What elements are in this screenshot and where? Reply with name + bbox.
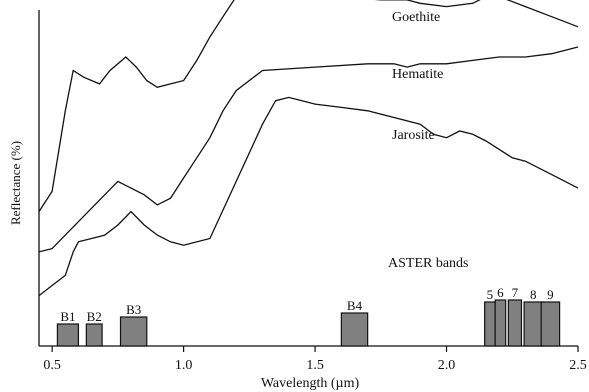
- goethite-label: Goethite: [392, 10, 440, 25]
- band-b2: [85, 323, 103, 347]
- band-9: [540, 301, 561, 347]
- aster-bands: B1 B2 B3 B4 5 6 7 8 9: [56, 285, 561, 347]
- band-b3: [119, 316, 148, 347]
- band-label-8: 8: [530, 287, 537, 302]
- x-tick-label-2: 1.5: [306, 358, 324, 373]
- band-label-b2: B2: [87, 309, 102, 324]
- x-tick-label-4: 2.5: [569, 358, 587, 373]
- band-7: [507, 299, 523, 347]
- goethite-curve: [38, 0, 579, 212]
- curves: [38, 0, 579, 297]
- band-6: [494, 299, 507, 347]
- band-label-5: 5: [487, 287, 494, 302]
- x-ticks: 0.5 1.0 1.5 2.0 2.5: [43, 346, 587, 373]
- x-tick-label-3: 2.0: [438, 358, 456, 373]
- band-label-7: 7: [512, 285, 519, 300]
- hematite-curve: [38, 46, 579, 253]
- hematite-label: Hematite: [392, 67, 443, 82]
- band-5: [484, 301, 496, 347]
- band-label-b4: B4: [347, 298, 363, 313]
- band-b4: [340, 312, 369, 347]
- curve-labels: Goethite Hematite Jarosite: [392, 10, 443, 143]
- band-label-b1: B1: [60, 309, 75, 324]
- aster-bands-label: ASTER bands: [388, 256, 469, 271]
- jarosite-label: Jarosite: [392, 128, 435, 143]
- band-8: [523, 301, 544, 347]
- band-label-9: 9: [547, 287, 554, 302]
- x-tick-label-1: 1.0: [175, 358, 193, 373]
- band-b1: [56, 323, 80, 347]
- band-label-b3: B3: [126, 302, 141, 317]
- jarosite-curve: [38, 96, 579, 297]
- x-axis-label: Wavelength (µm): [261, 376, 360, 391]
- y-axis-label: Reflectance (%): [8, 141, 23, 225]
- x-tick-label-0: 0.5: [43, 358, 61, 373]
- band-label-6: 6: [497, 285, 504, 300]
